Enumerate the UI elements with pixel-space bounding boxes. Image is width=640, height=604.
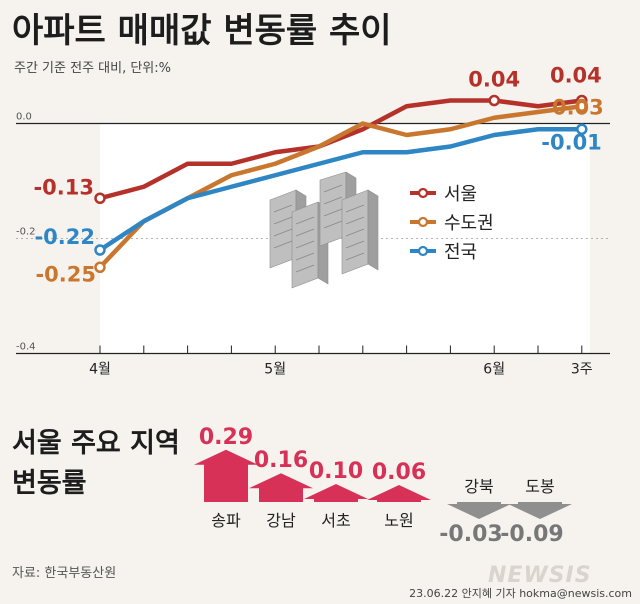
series-group	[94, 94, 588, 273]
bar-category-label: 도봉	[525, 477, 554, 496]
bar-value-label: 0.16	[254, 448, 308, 473]
apartment-buildings-icon	[269, 171, 379, 289]
bar-category-label: 강북	[464, 477, 493, 496]
bar-arrow	[447, 502, 511, 519]
bar-category-label: 강남	[266, 511, 296, 530]
page-title: 아파트 매매값 변동률 추이	[12, 11, 392, 51]
legend-label-seoul: 서울	[444, 184, 477, 205]
y-tick-label: -0.4	[16, 342, 36, 353]
bar-category-label: 서초	[321, 511, 350, 530]
line-chart: 0.0 -0.2 -0.4 4월 5월 6월 3주	[16, 64, 610, 378]
bar-value-label: 0.06	[372, 460, 426, 485]
end-value-label: -0.01	[541, 130, 602, 154]
legend-marker	[417, 187, 429, 199]
x-tick-label: 5월	[264, 362, 286, 378]
start-value-label: -0.13	[33, 175, 94, 199]
x-tick-label: 3주	[571, 362, 593, 378]
peak-value-label: 0.04	[468, 68, 520, 92]
section-title-line1: 서울 주요 지역	[12, 428, 180, 459]
bar-arrow	[194, 449, 258, 502]
bar-value-label: 0.10	[309, 459, 363, 484]
bar-arrow	[304, 484, 368, 502]
start-value-label: -0.25	[35, 262, 96, 286]
series-marker	[576, 100, 588, 112]
series-marker	[94, 192, 106, 204]
legend-marker	[417, 216, 429, 228]
legend-marker	[417, 245, 429, 257]
end-value-label: 0.04	[550, 64, 602, 88]
bar-chart: 0.29 송파 0.16 강남 0.10 서초 0.06 노원 강북 -0.03 도봉 -0.09	[194, 425, 572, 547]
newsis-watermark: NEWSIS	[488, 563, 592, 588]
bar-arrow	[367, 485, 431, 502]
bar-arrow	[249, 473, 313, 502]
data-labels: -0.13 0.04 0.04 -0.25 0.03 -0.22 -0.01	[33, 64, 603, 287]
y-tick-label: -0.2	[16, 227, 36, 238]
start-value-label: -0.22	[34, 225, 95, 249]
bar-value-label: -0.09	[500, 522, 563, 547]
series-line-national	[97, 127, 585, 253]
credit-text: 23.06.22 안지혜 기자 hokma@newsis.com	[409, 587, 632, 600]
legend-label-sudogwon: 수도권	[444, 213, 494, 234]
series-marker	[488, 94, 500, 107]
series-line-seoul	[97, 98, 585, 201]
bar-value-label: 0.29	[199, 425, 253, 450]
subtitle: 주간 기준 전주 대비, 단위:%	[14, 61, 171, 76]
bar-value-label: -0.03	[439, 522, 502, 547]
series-marker	[576, 123, 588, 135]
bar-arrow	[508, 502, 572, 519]
end-value-label: 0.03	[552, 95, 604, 119]
legend-label-national: 전국	[444, 242, 477, 263]
bar-category-label: 노원	[384, 511, 413, 530]
source-text: 자료: 한국부동산원	[12, 566, 116, 581]
bar-category-label: 송파	[211, 511, 241, 530]
y-tick-label: 0.0	[16, 112, 32, 123]
series-marker	[94, 244, 106, 256]
x-tick-label: 6월	[483, 362, 505, 378]
series-marker	[94, 261, 106, 273]
x-axis: 4월 5월 6월 3주	[16, 345, 610, 378]
section-title-line2: 변동률	[12, 468, 87, 499]
x-tick-label: 4월	[89, 362, 111, 378]
